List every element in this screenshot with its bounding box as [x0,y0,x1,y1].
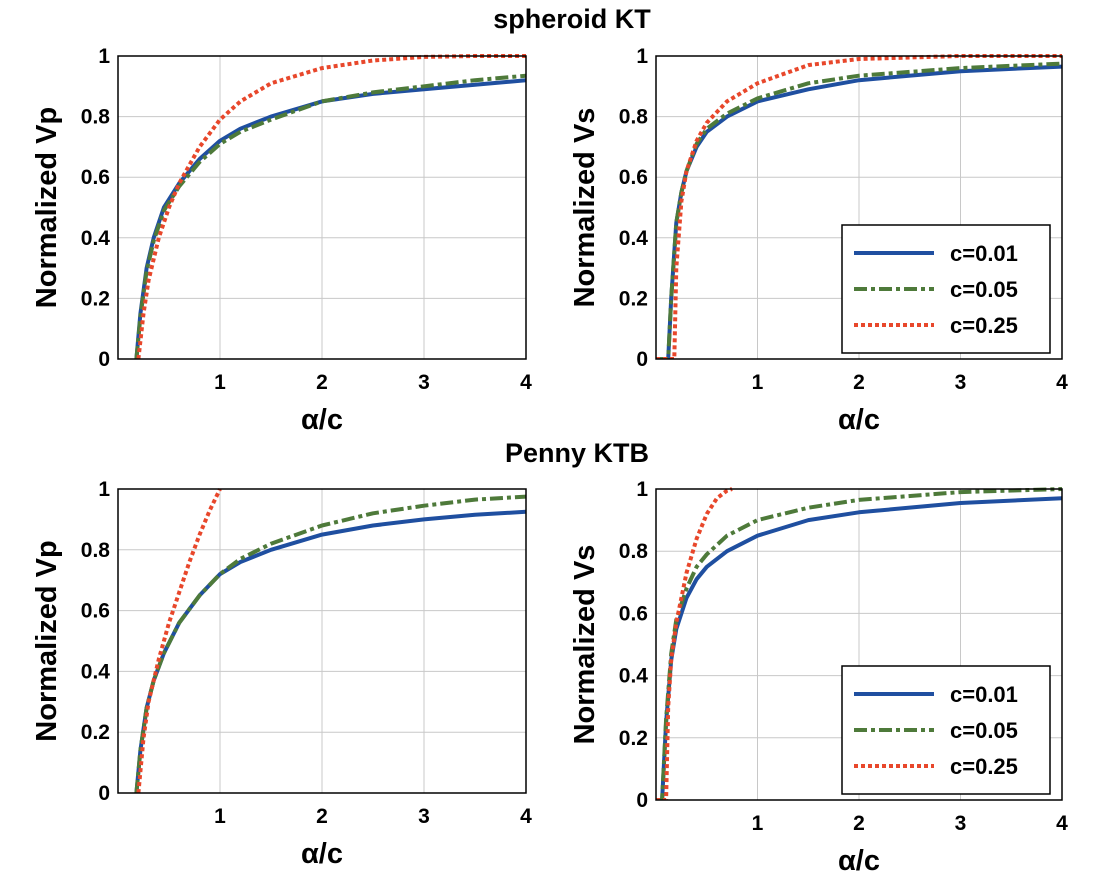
y-tick-label: 0.2 [619,727,648,750]
legend-box [841,224,1051,354]
y-tick-label: 0 [636,348,648,371]
x-tick-label: 2 [316,805,328,828]
axes-frame [655,55,1063,360]
x-axis-label: α/c [838,404,880,436]
y-tick-label: 0.4 [619,665,649,688]
x-tick-label: 3 [418,805,430,828]
x-tick-label: 4 [520,371,532,394]
section-title-spheroid: spheroid KT [493,4,651,34]
axes-frame [655,488,1063,801]
y-axis-label: Normalized Vs [569,108,601,308]
y-tick-label: 0.2 [81,721,110,744]
y-tick-label: 1 [636,478,648,501]
y-tick-label: 0.6 [619,166,648,189]
y-tick-label: 0.6 [619,602,648,625]
y-tick-label: 0 [98,348,110,371]
y-axis-label: Normalized Vs [569,545,601,745]
x-tick-label: 4 [520,805,532,828]
y-tick-label: 0.4 [619,227,649,250]
chart-3: 1 2 3 4 0 0.2 0.4 0.6 0.8 1 α/c Normalized Vp [31,478,532,870]
axes-frame [117,55,527,360]
series-line-c-0-05 [134,73,526,359]
x-tick-label: 1 [214,805,226,828]
x-tick-label: 2 [853,812,865,835]
series-line-c-0-05 [656,61,1062,359]
y-tick-label: 0.2 [619,287,648,310]
y-tick-label: 0.8 [81,106,111,129]
y-tick-label: 1 [98,45,110,68]
y-tick-label: 0.4 [81,227,111,250]
y-tick-label: 0.8 [619,540,649,563]
y-tick-label: 0 [636,789,648,812]
section-title-penny: Penny KTB [504,438,650,468]
series-line-c-0-25 [136,488,222,793]
x-axis-label: α/c [838,845,880,877]
legend-label: c=0.25 [950,754,1018,779]
y-tick-label: 0.6 [81,600,110,623]
series-line-c-0-25 [656,487,733,800]
x-tick-label: 4 [1056,371,1068,394]
x-tick-label: 3 [955,812,967,835]
y-tick-label: 1 [636,45,648,68]
series-line-c-0-25 [136,54,526,359]
x-tick-label: 1 [752,812,764,835]
x-tick-label: 3 [955,371,967,394]
x-tick-label: 1 [752,371,764,394]
x-axis-label: α/c [301,404,343,436]
y-tick-label: 0.4 [81,660,111,683]
y-tick-label: 1 [98,478,110,501]
y-axis-label: Normalized Vp [31,107,63,308]
x-axis-label: α/c [301,838,343,870]
legend: c=0.01 c=0.05 c=0.25 [841,224,1051,354]
x-tick-label: 2 [316,371,328,394]
y-tick-label: 0.8 [81,539,111,562]
x-tick-label: 2 [853,371,865,394]
chart-2: 1 2 3 4 0 0.2 0.4 0.6 0.8 1 α/c Normalized Vs c=0.01… [569,45,1068,436]
x-tick-label: 1 [214,371,226,394]
x-tick-label: 3 [418,371,430,394]
y-tick-label: 0.2 [81,287,110,310]
legend-label: c=0.05 [950,277,1018,302]
legend-box [841,665,1051,795]
axes-frame [117,488,527,794]
x-tick-label: 4 [1056,812,1068,835]
y-tick-label: 0 [98,782,110,805]
y-tick-label: 0.6 [81,166,110,189]
legend-label: c=0.05 [950,718,1018,743]
legend: c=0.01 c=0.05 c=0.25 [841,665,1051,795]
legend-label: c=0.01 [950,241,1018,266]
legend-label: c=0.25 [950,313,1018,338]
chart-4: 1 2 3 4 0 0.2 0.4 0.6 0.8 1 α/c Normalized Vs c=0.01… [569,478,1068,877]
series-line-c-0-05 [656,487,1062,800]
y-tick-label: 0.8 [619,106,649,129]
y-axis-label: Normalized Vp [31,540,63,741]
legend-label: c=0.01 [950,682,1018,707]
chart-1: 1 2 3 4 0 0.2 0.4 0.6 0.8 1 α/c Normalized Vp [31,45,532,436]
series-line-c-0-25 [656,54,1062,359]
